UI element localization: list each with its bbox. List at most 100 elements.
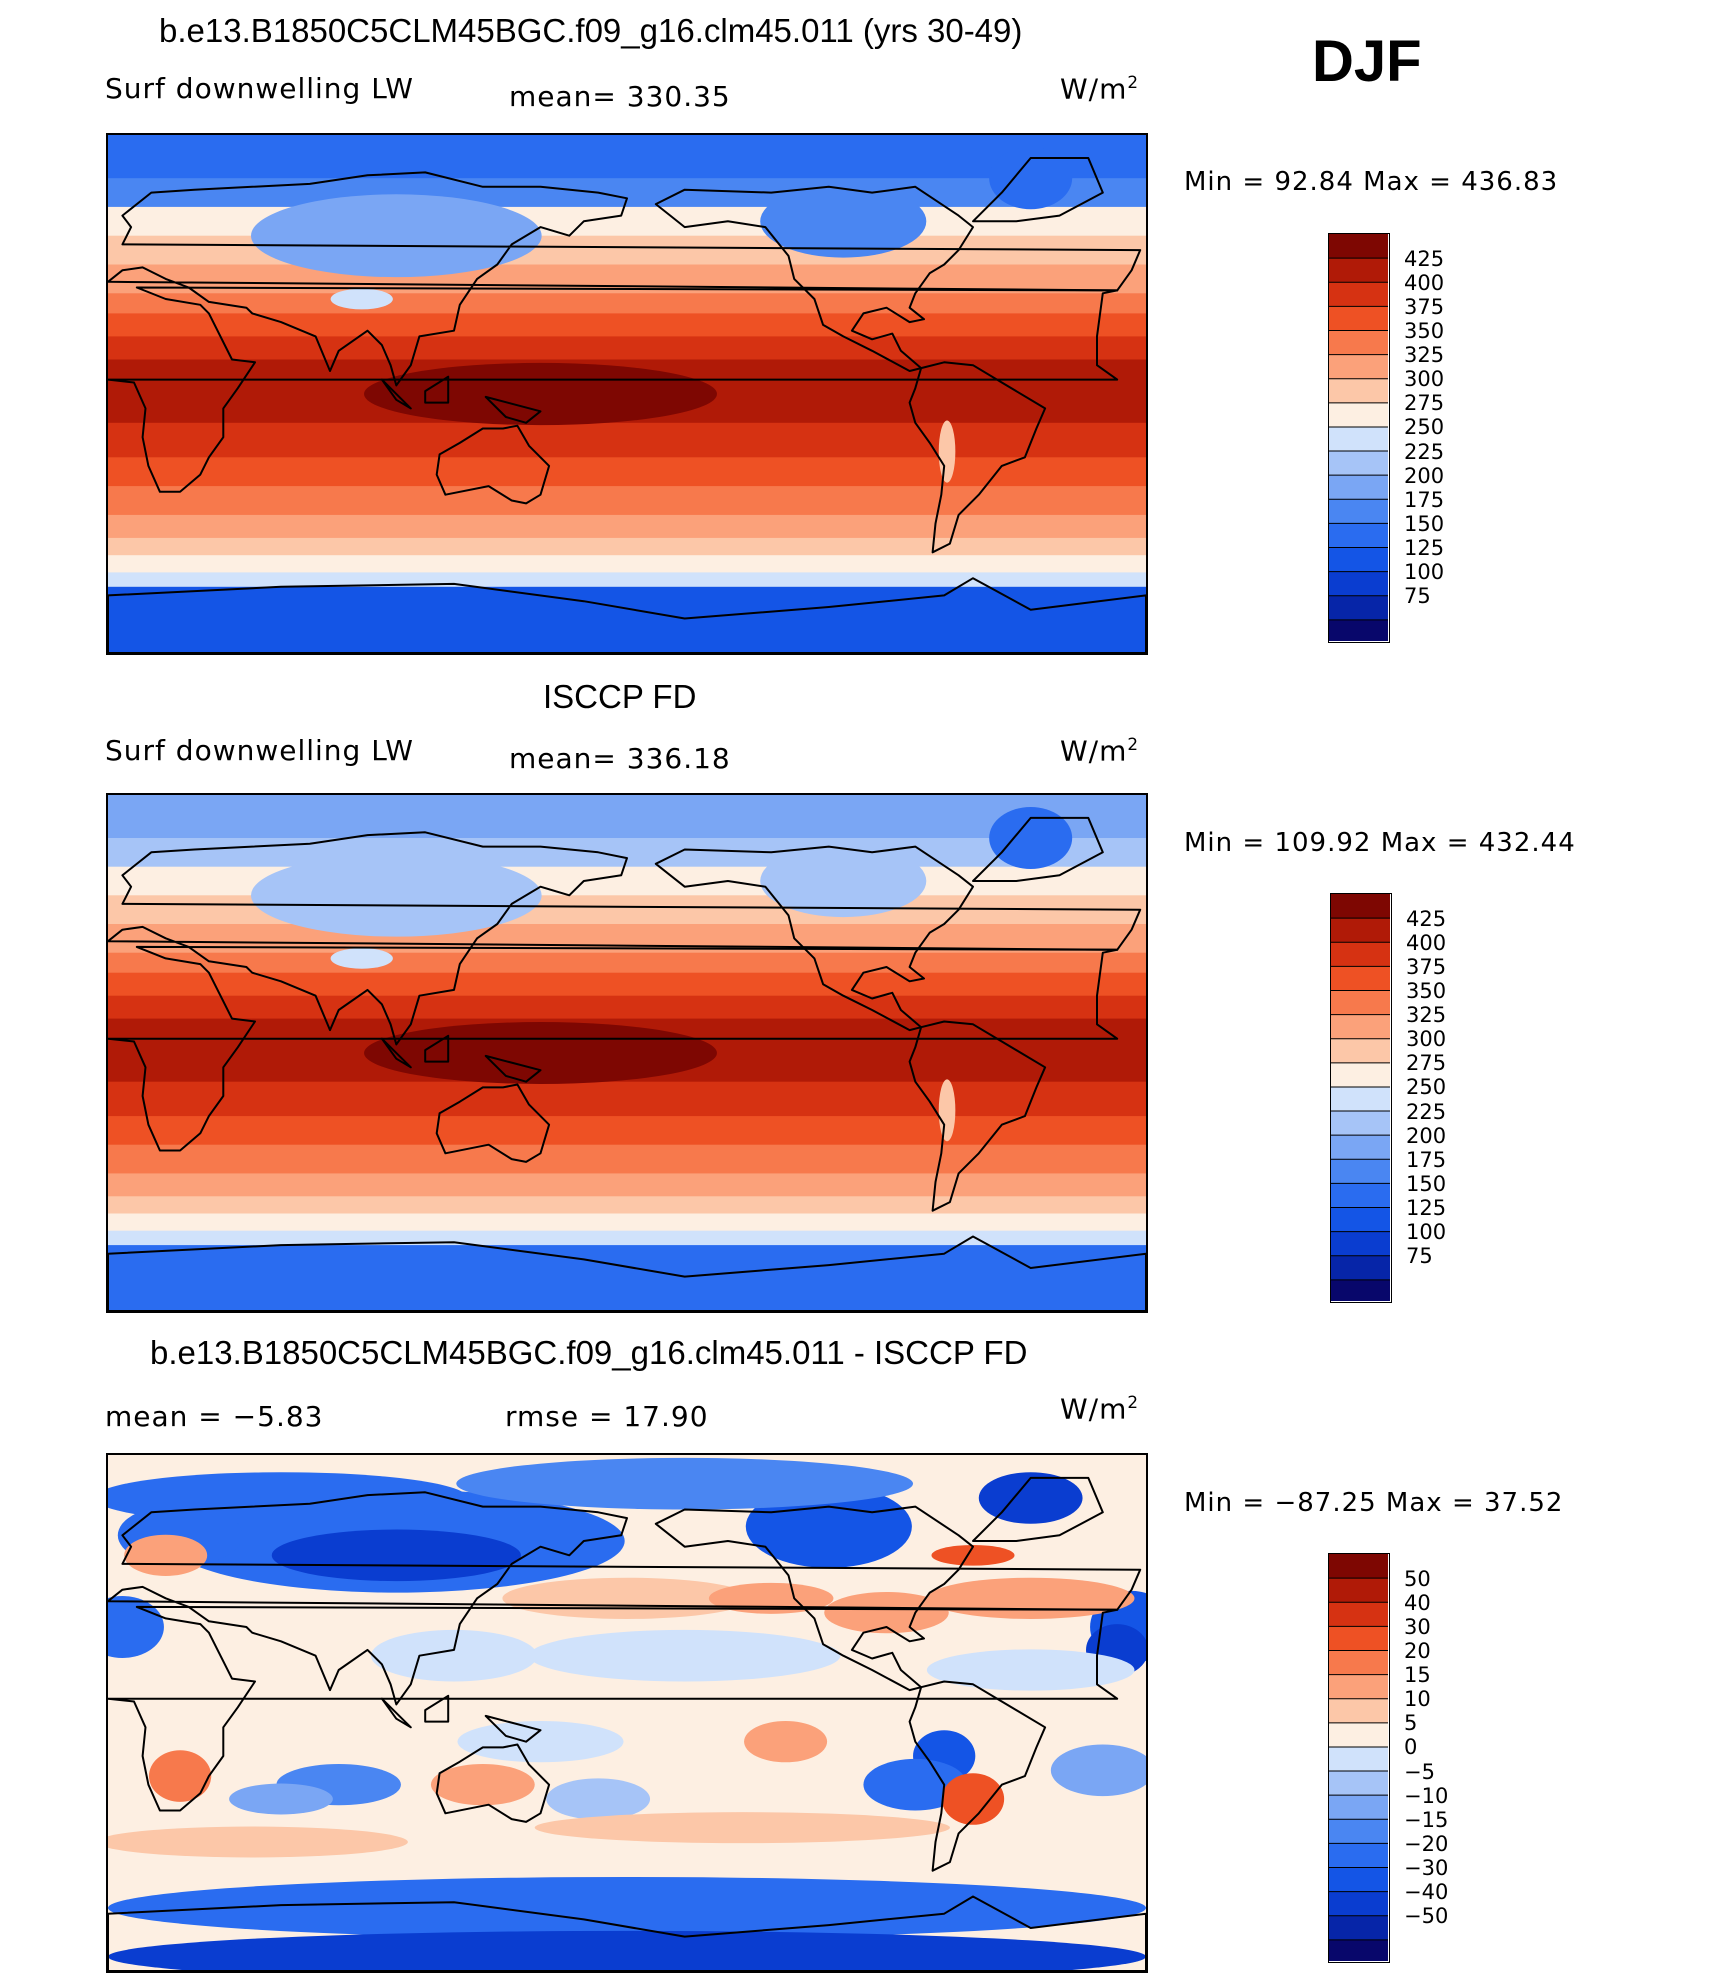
coastline: [108, 1235, 1146, 1311]
season-label: DJF: [1312, 29, 1422, 94]
colorbar-tick-label: 250: [1404, 415, 1445, 440]
colorbar-swatch: [1331, 966, 1390, 992]
colorbar-swatch: [1329, 1578, 1388, 1603]
panel-1-minmax: Min = 92.84 Max = 436.83: [1184, 167, 1559, 197]
contour-region: [108, 1826, 408, 1858]
panel-3-title: b.e13.B1850C5CLM45BGC.f09_g16.clm45.011 …: [150, 1334, 1028, 1371]
coastline: [108, 831, 1142, 1046]
contour-region: [938, 420, 956, 483]
contour-region: [364, 362, 717, 426]
colorbar-tick-label: 350: [1404, 319, 1445, 343]
contour-band: [108, 1173, 1146, 1197]
colorbar-tick-label: 250: [1406, 1075, 1447, 1100]
colorbar-swatch: [1331, 1279, 1390, 1301]
contour-band: [108, 293, 1146, 314]
colorbar-swatch: [1329, 234, 1388, 259]
colorbar-tick-label: 400: [1406, 930, 1447, 955]
contour-region: [430, 1764, 535, 1806]
colorbar-swatch: [1329, 1554, 1388, 1579]
colorbar-tick-label: 175: [1406, 1147, 1447, 1172]
colorbar-tick-label: 15: [1404, 1663, 1431, 1688]
contour-region: [528, 1629, 841, 1682]
colorbar-swatch: [1329, 426, 1388, 452]
colorbar-swatch: [1329, 258, 1388, 283]
panel-3-mean-label: mean = −5.83: [105, 1400, 324, 1433]
contour-region: [931, 1545, 1015, 1566]
colorbar-swatch: [1331, 1231, 1390, 1257]
colorbar-swatch: [1329, 1891, 1388, 1917]
panel-2-units: W/m2: [1060, 734, 1140, 768]
panel-2-minmax: Min = 109.92 Max = 432.44: [1184, 828, 1576, 858]
coastline: [108, 945, 1119, 1152]
colorbar-swatch: [1329, 1795, 1388, 1820]
panel-2-colorbar-swatches: [1331, 894, 1390, 1301]
contour-region: [989, 807, 1073, 869]
colorbar-tick-label: 150: [1404, 511, 1445, 536]
colorbar-tick-label: 175: [1404, 487, 1445, 512]
panel-1-colorbar-swatches: [1329, 234, 1388, 641]
colorbar-tick-label: 350: [1406, 979, 1447, 1003]
colorbar-swatch: [1329, 1867, 1388, 1893]
coastline: [108, 286, 1119, 493]
contour-region: [744, 1721, 828, 1763]
contour-region: [148, 1750, 212, 1802]
coastline: [380, 1697, 412, 1729]
contour-band: [108, 422, 1146, 458]
colorbar-tick-label: 275: [1404, 391, 1445, 416]
coastline: [484, 1054, 542, 1083]
colorbar-tick-label: 375: [1406, 954, 1447, 979]
contour-region: [456, 1457, 914, 1510]
contour-band: [108, 1196, 1146, 1215]
contour-region: [546, 1778, 651, 1820]
colorbar-swatch: [1331, 1135, 1390, 1160]
contour-band: [108, 178, 1146, 208]
colorbar-swatch: [1329, 1915, 1388, 1941]
colorbar-swatch: [1329, 1819, 1388, 1845]
panel-3-colorbar-swatches: [1329, 1554, 1388, 1961]
colorbar-swatch: [1329, 1650, 1388, 1676]
contour-region: [364, 1022, 717, 1084]
colorbar-swatch: [1329, 1722, 1388, 1748]
coastline: [435, 1743, 551, 1823]
colorbar-swatch: [1329, 475, 1388, 500]
coastline: [108, 1605, 1119, 1812]
panel-2-colorbar: [1330, 893, 1392, 1303]
contour-region: [978, 1472, 1083, 1524]
contour-band: [108, 486, 1146, 516]
colorbar-tick-label: 75: [1406, 1244, 1433, 1269]
coastline: [108, 577, 1146, 653]
contour-band: [108, 514, 1146, 539]
colorbar-swatch: [1331, 1014, 1390, 1040]
contour-band: [108, 952, 1146, 974]
colorbar-tick-label: 275: [1406, 1051, 1447, 1076]
colorbar-tick-label: 325: [1404, 343, 1445, 368]
colorbar-tick-label: 225: [1406, 1099, 1447, 1124]
contour-band: [108, 336, 1146, 360]
coastline: [654, 185, 974, 372]
contour-band: [108, 1213, 1146, 1232]
coastline: [108, 1895, 1146, 1971]
coastline: [972, 157, 1104, 223]
panel-1-map: [106, 133, 1148, 655]
colorbar-swatch: [1329, 547, 1388, 573]
colorbar-swatch: [1329, 451, 1388, 476]
panel-3-rmse-label: rmse = 17.90: [505, 1400, 709, 1433]
colorbar-tick-label: −15: [1404, 1807, 1449, 1832]
contour-band: [108, 457, 1146, 487]
coastline: [654, 845, 974, 1032]
contour-region: [124, 1534, 208, 1576]
colorbar-swatch: [1329, 571, 1388, 597]
colorbar-tick-label: 0: [1404, 1735, 1418, 1760]
coastline: [380, 1037, 412, 1069]
contour-band: [108, 1116, 1146, 1146]
contour-region: [108, 1876, 1146, 1939]
colorbar-tick-label: 150: [1406, 1171, 1447, 1196]
contour-region: [989, 147, 1073, 210]
contour-band: [108, 135, 1146, 179]
contour-region: [251, 854, 542, 937]
colorbar-swatch: [1331, 990, 1390, 1016]
contour-region: [824, 1592, 949, 1634]
colorbar-swatch: [1329, 1674, 1388, 1700]
panel-3-units: W/m2: [1060, 1392, 1140, 1426]
colorbar-swatch: [1329, 1698, 1388, 1724]
